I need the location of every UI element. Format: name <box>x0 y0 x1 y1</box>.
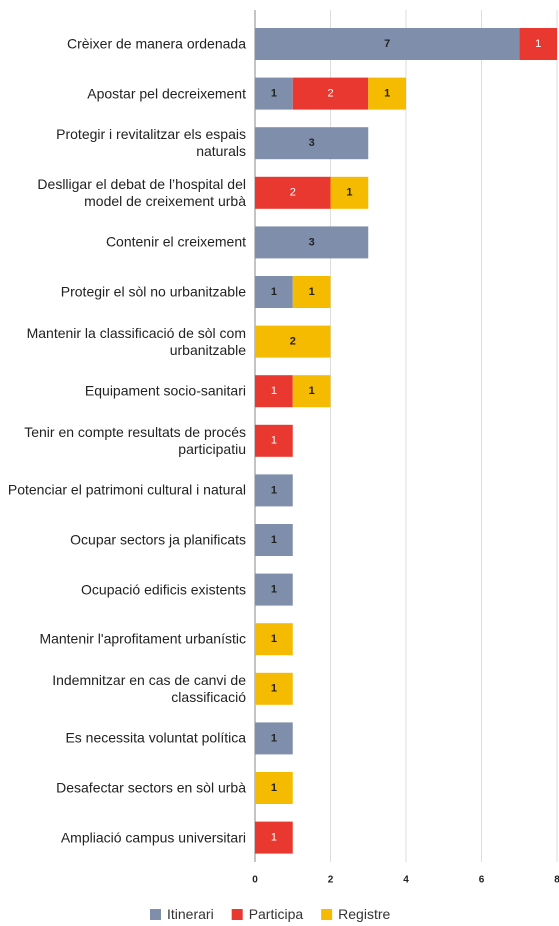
data-label: 7 <box>384 38 390 50</box>
data-label: 1 <box>271 732 277 744</box>
data-label: 1 <box>346 187 352 199</box>
bar-segment <box>255 623 293 656</box>
bar-segment <box>255 276 293 308</box>
data-label: 1 <box>271 286 277 298</box>
category-label: Tenir en compte resultats de procés part… <box>24 423 246 457</box>
bar-segment <box>255 375 293 408</box>
data-label: 1 <box>271 88 277 100</box>
legend-swatch <box>231 909 243 920</box>
category-label: Es necessita voluntat política <box>65 729 246 746</box>
bar-segment <box>255 424 293 457</box>
bar-segment <box>255 325 331 358</box>
data-label: 1 <box>271 534 277 546</box>
bar-segment <box>255 226 369 259</box>
data-label: 1 <box>271 435 277 447</box>
category-label: Ocupació edificis existents <box>81 581 246 598</box>
legend-label: Registre <box>338 906 390 922</box>
category-label: Desafectar sectors en sòl urbà <box>56 779 246 796</box>
data-label: 1 <box>271 832 277 844</box>
data-label: 1 <box>271 683 277 695</box>
data-label: 1 <box>309 385 315 397</box>
bar-segment <box>519 28 557 60</box>
x-tick-label: 0 <box>252 875 258 886</box>
category-label: Crèixer de manera ordenada <box>67 35 246 52</box>
data-label: 1 <box>271 633 277 645</box>
bar-segment <box>292 276 331 308</box>
category-label: Ampliació campus universitari <box>60 829 246 846</box>
data-label: 3 <box>309 137 315 149</box>
data-label: 1 <box>271 484 277 496</box>
bar-segment <box>255 772 293 804</box>
x-tick-label: 2 <box>328 875 334 886</box>
category-label: Deslligar el debat de l’hospital del mod… <box>37 175 246 209</box>
bar-segment <box>292 77 369 110</box>
data-label: 1 <box>271 385 277 397</box>
bar-segment <box>368 77 406 110</box>
x-tick-label: 4 <box>403 875 409 886</box>
legend-label: Itinerari <box>167 906 214 922</box>
bar-segment <box>330 176 369 209</box>
data-label: 1 <box>384 88 390 100</box>
category-label: Contenir el creixement <box>105 233 246 250</box>
data-label: 1 <box>271 584 277 596</box>
category-label: Potenciar el patrimoni cultural i natura… <box>7 481 246 498</box>
bar-segment <box>255 127 369 160</box>
category-label: Apostar pel decreixement <box>87 85 246 102</box>
category-label: Protegir el sòl no urbanitzable <box>60 283 246 300</box>
bar-segment <box>255 77 293 110</box>
x-tick-label: 8 <box>554 875 559 886</box>
category-label: Equipament socio-sanitari <box>84 382 246 399</box>
bar-segment <box>255 672 293 705</box>
data-label: 2 <box>327 88 333 100</box>
legend-swatch <box>321 909 333 920</box>
data-label: 1 <box>271 782 277 794</box>
bar-segment <box>255 524 293 556</box>
bar-segment <box>255 474 293 507</box>
category-label: Indemnitzar en cas de canvi de classific… <box>52 671 246 705</box>
data-label: 1 <box>309 286 315 298</box>
x-tick-label: 6 <box>479 875 485 886</box>
category-label: Ocupar sectors ja planificats <box>70 531 246 548</box>
bar-segment <box>292 375 331 408</box>
category-label: Mantenir la classificació de sòl com urb… <box>26 324 246 358</box>
bar-segment <box>255 176 331 209</box>
data-label: 2 <box>290 336 296 348</box>
data-label: 1 <box>535 38 541 50</box>
category-label: Mantenir l'aprofitament urbanístic <box>39 630 246 647</box>
bar-segment <box>255 28 520 60</box>
data-label: 2 <box>290 187 296 199</box>
legend-swatch <box>150 909 161 920</box>
bar-segment <box>255 821 293 854</box>
data-label: 3 <box>309 236 315 248</box>
legend-label: Participa <box>249 906 304 922</box>
bar-segment <box>255 722 293 755</box>
category-label: Protegir i revitalitzar els espais natur… <box>56 126 246 160</box>
bar-segment <box>255 573 293 606</box>
